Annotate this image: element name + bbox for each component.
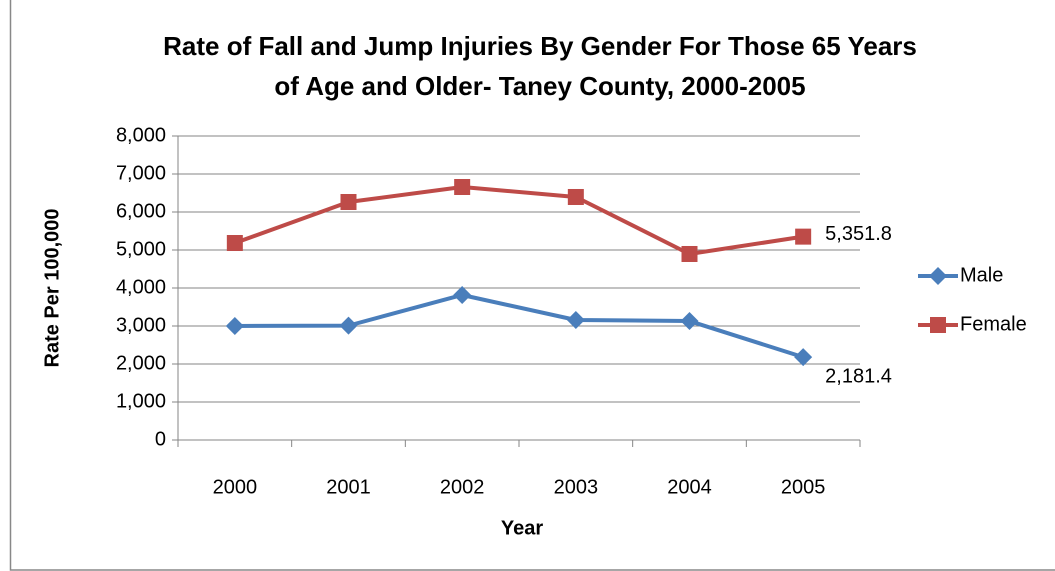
legend-label: Male <box>960 264 1003 286</box>
data-point <box>567 188 584 205</box>
y-tick-label: 7,000 <box>116 162 166 184</box>
y-tick-label: 2,000 <box>116 352 166 374</box>
data-point <box>681 245 698 262</box>
legend-marker <box>930 317 946 333</box>
legend-marker <box>929 267 947 285</box>
data-point <box>226 235 243 252</box>
x-tick-label: 2002 <box>440 476 485 498</box>
chart-border <box>9 0 1055 571</box>
data-point <box>795 228 812 245</box>
data-point <box>454 178 471 195</box>
chart-title: Rate of Fall and Jump Injuries By Gender… <box>163 31 917 61</box>
data-point <box>339 316 358 335</box>
data-point <box>794 348 813 367</box>
data-point <box>566 310 585 329</box>
data-point <box>680 312 699 331</box>
y-tick-label: 4,000 <box>116 276 166 298</box>
data-point <box>340 194 357 211</box>
data-point <box>453 285 472 304</box>
y-tick-label: 3,000 <box>116 314 166 336</box>
x-axis-title: Year <box>501 517 543 539</box>
y-tick-label: 1,000 <box>116 390 166 412</box>
y-tick-label: 0 <box>155 428 166 450</box>
data-point <box>225 317 244 335</box>
x-tick-label: 2001 <box>326 476 371 498</box>
y-axis-title: Rate Per 100,000 <box>41 208 63 367</box>
x-tick-label: 2005 <box>781 476 826 498</box>
y-tick-label: 8,000 <box>116 124 166 146</box>
series-line <box>234 184 804 256</box>
y-tick-label: 5,000 <box>116 238 166 260</box>
x-tick-label: 2004 <box>667 476 712 498</box>
series-line <box>234 292 804 360</box>
y-tick-label: 6,000 <box>116 200 166 222</box>
legend-label: Female <box>960 313 1027 335</box>
x-tick-label: 2003 <box>554 476 599 498</box>
data-label: 5,351.8 <box>825 223 892 245</box>
chart-title: of Age and Older- Taney County, 2000-200… <box>274 71 805 101</box>
x-tick-label: 2000 <box>213 476 258 498</box>
data-label: 2,181.4 <box>825 365 892 387</box>
